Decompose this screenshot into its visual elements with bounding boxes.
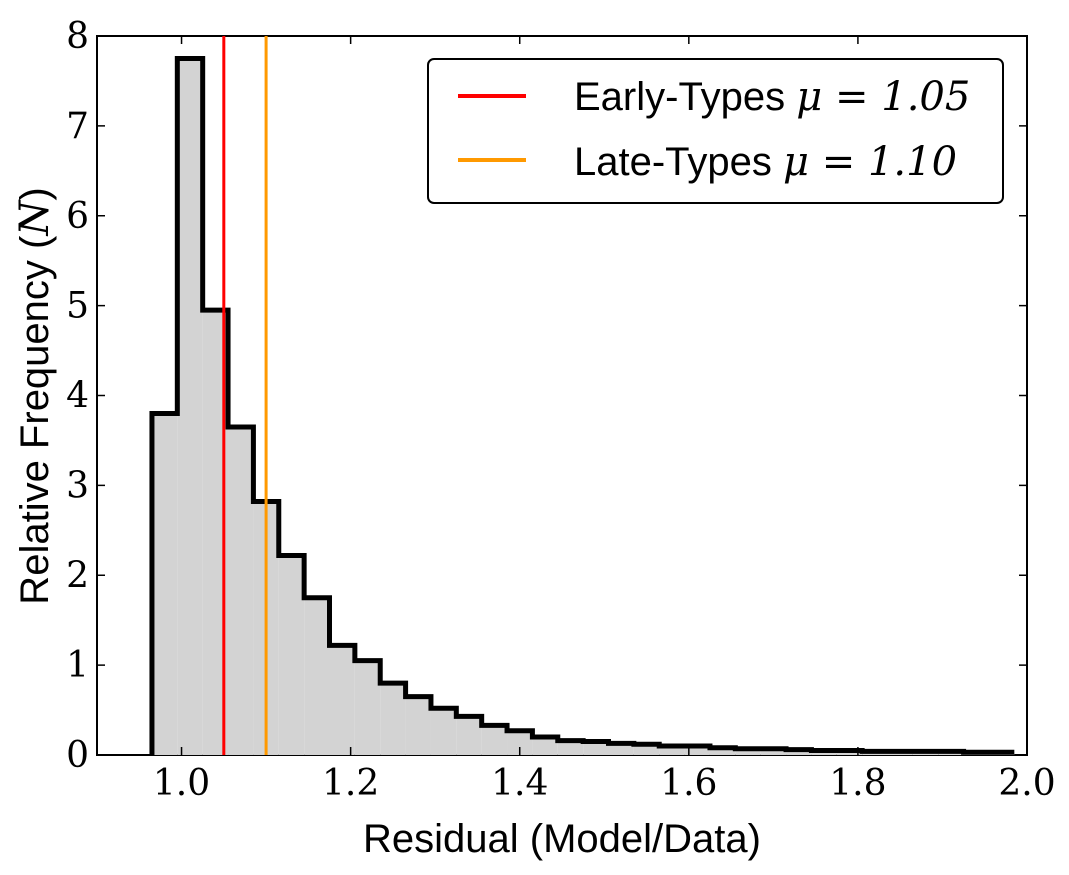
y-tick-label: 3 — [66, 465, 89, 506]
histogram-outline — [149, 55, 1015, 755]
histogram-bar — [456, 716, 482, 755]
histogram-bar — [760, 748, 787, 755]
x-tick-label: 1.4 — [491, 763, 548, 804]
histogram-bar — [228, 426, 254, 755]
histogram-bar — [304, 597, 330, 755]
x-tick-label: 1.2 — [322, 763, 379, 804]
legend: Early-Types μ = 1.05 Late-Types μ = 1.10 — [427, 58, 1004, 204]
histogram-bar — [380, 683, 406, 755]
histogram-bar — [659, 746, 685, 755]
y-tick-label: 6 — [66, 196, 89, 237]
histogram-bar — [735, 748, 761, 755]
y-tick-label: 8 — [66, 16, 89, 57]
histogram-bar — [532, 737, 558, 755]
histogram-bar — [583, 741, 609, 755]
y-tick-label: 7 — [66, 106, 89, 147]
histogram-bar — [177, 58, 203, 755]
x-tick-label: 1.8 — [829, 763, 886, 804]
histogram-bar — [684, 746, 710, 755]
axis-tick-labels: 1.0 1.2 1.4 1.6 1.8 2.0 0 1 2 3 4 5 6 7 8 — [66, 16, 1056, 804]
legend-label-late-types: Late-Types μ = 1.10 — [574, 139, 957, 185]
legend-label-early-types: Early-Types μ = 1.05 — [574, 74, 970, 120]
y-tick-label: 0 — [66, 735, 89, 776]
histogram-bar — [151, 413, 178, 755]
legend-box — [427, 58, 1004, 204]
mean-lines — [222, 36, 268, 755]
y-axis-title: Relative Frequency (N) — [12, 187, 58, 604]
histogram-bar — [608, 743, 634, 755]
histogram-bar — [709, 747, 736, 755]
x-axis-title: Residual (Model/Data) — [363, 817, 761, 861]
histogram-bar — [633, 744, 660, 755]
y-tick-label: 5 — [66, 286, 89, 327]
y-tick-label: 2 — [66, 555, 89, 596]
histogram-bar — [557, 740, 584, 755]
x-tick-label: 2.0 — [998, 763, 1055, 804]
histogram-bar — [786, 749, 812, 755]
axis-ticks — [97, 35, 1028, 756]
histogram-bar — [329, 645, 355, 755]
x-tick-label: 1.0 — [153, 763, 210, 804]
x-tick-label: 1.6 — [660, 763, 717, 804]
histogram-bar — [430, 708, 457, 755]
histogram-bar — [278, 555, 305, 755]
histogram-bar — [481, 725, 508, 755]
histogram-bar — [354, 660, 381, 755]
y-tick-label: 1 — [66, 645, 89, 686]
y-tick-label: 4 — [66, 376, 89, 417]
histogram-bar — [405, 696, 431, 755]
